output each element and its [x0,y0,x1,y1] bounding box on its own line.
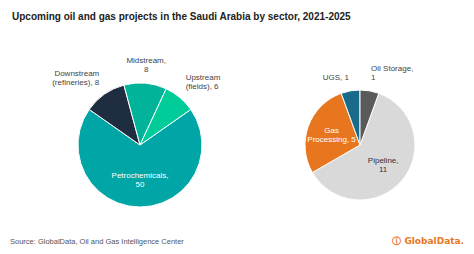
data-label-line: Pipeline, [368,156,399,165]
data-label: Oil Storage,1 [371,64,413,82]
data-label-line: (fields), 6 [186,82,219,91]
data-label-line: 8 [144,65,149,74]
data-label-line: UGS, 1 [323,73,350,82]
data-label-line: 50 [136,180,145,189]
data-label-line: Downstream [54,69,99,78]
data-label: UGS, 1 [323,73,350,82]
data-label: Pipeline,11 [368,156,399,174]
data-label-line: 11 [379,165,388,174]
data-label-line: Processing, 5 [307,135,356,144]
logo-text: ⓘ GlobalData. [392,236,464,246]
pie [78,83,202,207]
source-note: Source: GlobalData, Oil and Gas Intellig… [10,237,184,246]
data-label-line: Gas [324,126,339,135]
data-label-line: Oil Storage, [371,64,413,73]
data-label-line: Petrochemicals, [112,171,169,180]
chart-title: Upcoming oil and gas projects in the Sau… [12,11,351,22]
pie [305,90,415,200]
data-label-line: Upstream [186,73,221,82]
data-labels: Petrochemicals,50 Downstream(refineries),… [52,56,220,188]
data-label-line: Midstream, [126,56,166,65]
data-label-line: 1 [371,73,376,82]
pie-slice [140,89,191,145]
data-label-line: (refineries), 8 [52,78,100,87]
data-label: GasProcessing, 5 [307,126,356,144]
data-label: Midstream,8 [126,56,166,74]
data-label: Upstream(fields), 6 [186,73,221,91]
data-label: Downstream(refineries), 8 [52,69,100,87]
data-labels: Pipeline,11 GasProcessing, 5 UGS, 1 Oil Sto… [307,64,413,174]
chart-root: Upcoming oil and gas projects in the Sau… [0,0,474,254]
pie-slice [360,90,379,145]
data-label: Petrochemicals,50 [112,171,169,189]
